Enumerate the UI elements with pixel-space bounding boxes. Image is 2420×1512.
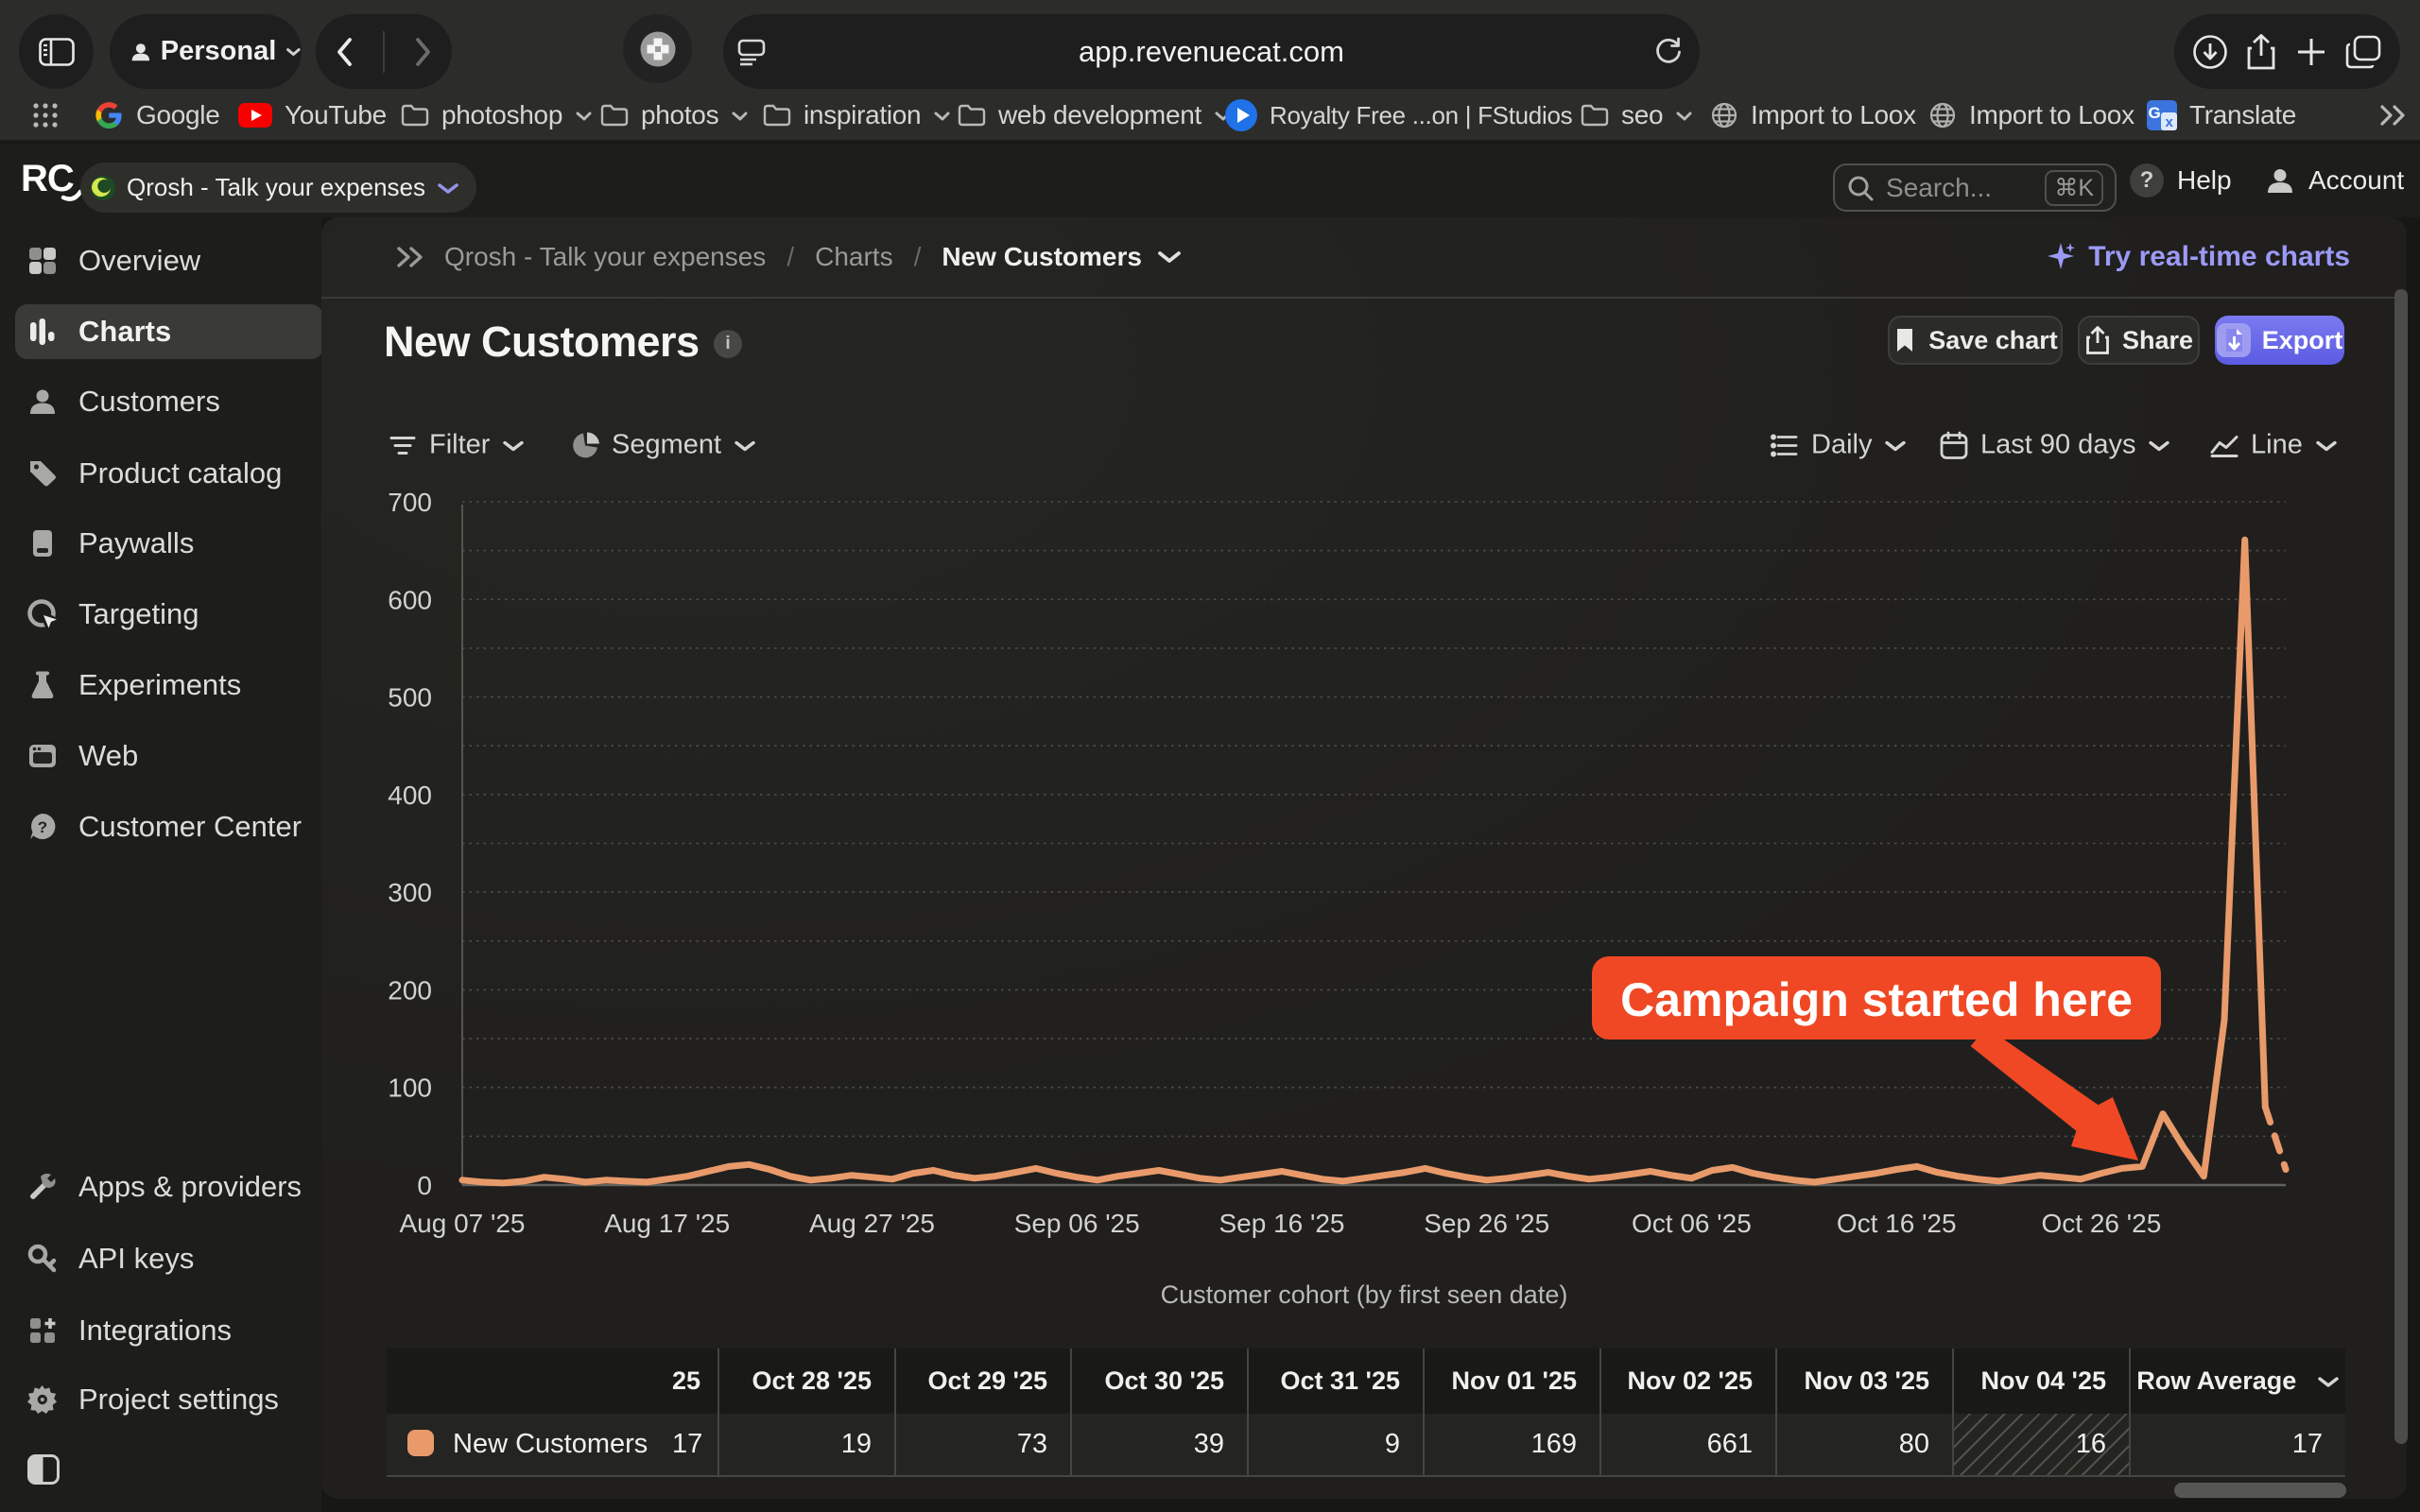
- svg-text:Sep 16 '25: Sep 16 '25: [1219, 1209, 1344, 1238]
- svg-text:Aug 27 '25: Aug 27 '25: [809, 1209, 935, 1238]
- svg-text:Sep 26 '25: Sep 26 '25: [1424, 1209, 1549, 1238]
- svg-text:Oct 16 '25: Oct 16 '25: [1837, 1209, 1957, 1238]
- svg-text:G: G: [2149, 104, 2161, 122]
- svg-text:Aug 07 '25: Aug 07 '25: [399, 1209, 525, 1238]
- svg-text:0: 0: [417, 1171, 432, 1200]
- svg-text:500: 500: [388, 683, 432, 713]
- svg-text:Oct 06 '25: Oct 06 '25: [1632, 1209, 1752, 1238]
- svg-text:100: 100: [388, 1074, 432, 1103]
- svg-text:400: 400: [388, 781, 432, 810]
- svg-text:Campaign started here: Campaign started here: [1620, 973, 2133, 1026]
- svg-text:300: 300: [388, 878, 432, 907]
- svg-text:Sep 06 '25: Sep 06 '25: [1014, 1209, 1140, 1238]
- svg-text:Oct 26 '25: Oct 26 '25: [2042, 1209, 2162, 1238]
- svg-text:Aug 17 '25: Aug 17 '25: [604, 1209, 730, 1238]
- svg-text:?: ?: [38, 818, 47, 836]
- svg-text:600: 600: [388, 585, 432, 614]
- svg-text:x: x: [2165, 114, 2173, 130]
- svg-text:200: 200: [388, 975, 432, 1005]
- svg-text:RC: RC: [21, 158, 74, 199]
- svg-text:700: 700: [388, 488, 432, 517]
